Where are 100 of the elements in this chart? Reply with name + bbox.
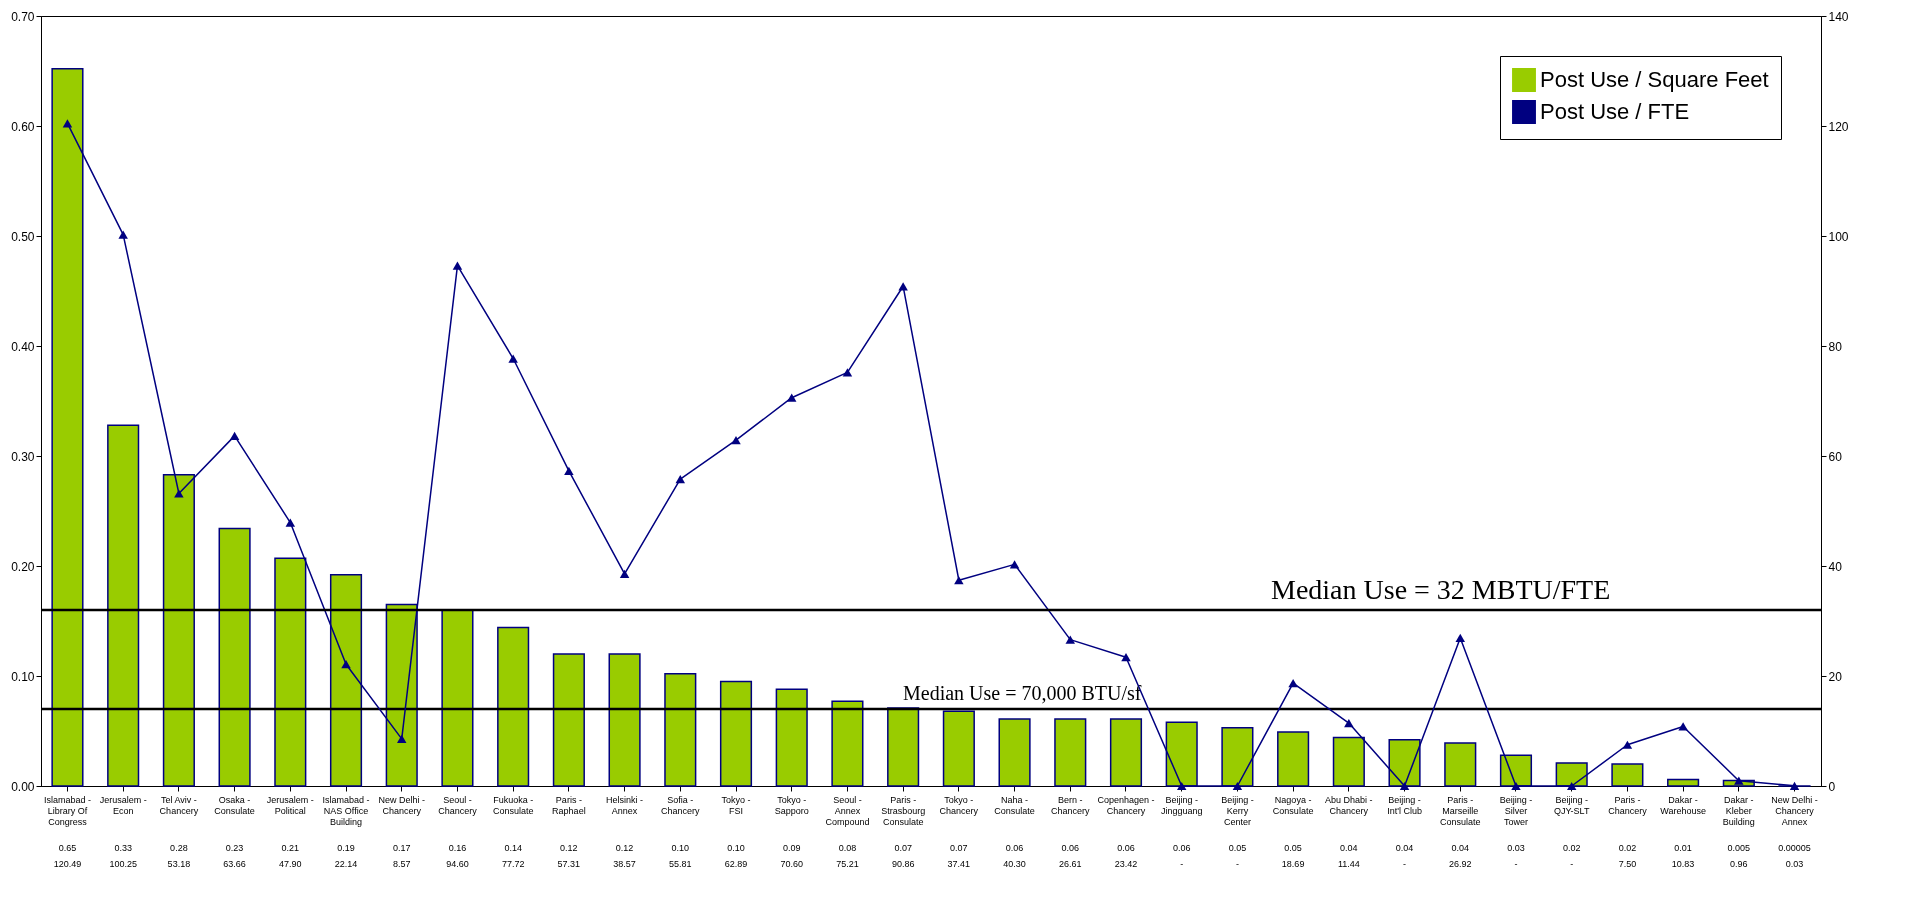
bar [107, 424, 140, 787]
bar [552, 653, 585, 787]
x-tick-label: Seoul - Annex Compound [825, 794, 870, 827]
data-label: 0.005 [1727, 843, 1751, 853]
data-label: 0.10 [727, 843, 745, 853]
point [1232, 781, 1243, 791]
data-label: 0.23 [225, 843, 244, 853]
data-label: 0.07 [894, 843, 912, 853]
y-tick-label: 0.00 [11, 779, 35, 794]
point [1399, 781, 1410, 791]
point [1734, 776, 1744, 785]
data-label: 75.21 [836, 859, 859, 869]
data-label: 26.61 [1059, 859, 1082, 869]
point [954, 576, 964, 585]
x-tick-label: Paris - Chancery [1608, 794, 1648, 816]
data-label: 0.01 [1674, 843, 1692, 853]
y-tick-label: 0.30 [11, 449, 35, 464]
data-label: 0.10 [671, 843, 690, 853]
data-label: 0.12 [560, 843, 578, 853]
point [229, 431, 240, 440]
point [842, 368, 853, 377]
point [1678, 722, 1688, 731]
x-tick-label: Helsinki - Annex [606, 794, 644, 816]
legend-label: Post Use / Square Feet [1540, 67, 1769, 92]
y-tick-label: 0.10 [11, 669, 35, 684]
point [341, 660, 351, 669]
point [898, 282, 908, 291]
bar [719, 680, 753, 787]
data-label: 0.14 [504, 843, 522, 853]
x-tick-label: Abu Dhabi - Chancery [1325, 794, 1373, 816]
bar [887, 707, 920, 787]
bar [1444, 742, 1477, 787]
x-tick-label: Dakar - Warehouse [1660, 794, 1706, 816]
x-tick-label: Tokyo - FSI [721, 794, 751, 816]
data-label: 63.66 [223, 859, 246, 869]
point [118, 230, 128, 239]
bar [441, 609, 474, 787]
data-label: 40.30 [1003, 859, 1026, 869]
data-label: 0.07 [950, 843, 968, 853]
data-label: 47.90 [279, 859, 302, 869]
data-label: 0.06 [1117, 843, 1135, 853]
x-tick-label: Beijing - QJY-SLT [1553, 794, 1590, 816]
x-tick-label: Islamabad - Library Of Congress [43, 794, 91, 827]
point [396, 734, 407, 743]
data-label: - [1235, 859, 1239, 869]
point [508, 354, 518, 363]
data-label: 0.19 [337, 843, 355, 853]
x-tick-label: Tokyo - Chancery [939, 794, 979, 816]
data-label: 8.57 [392, 859, 411, 869]
point [174, 489, 184, 498]
x-tick-label: Bern - Chancery [1051, 794, 1091, 816]
x-tick-label: Sofia - Chancery [661, 794, 701, 816]
x-tick-label: Paris - Marseille Consulate [1440, 794, 1481, 827]
data-label: 23.42 [1114, 859, 1138, 869]
data-label: 0.02 [1562, 843, 1581, 853]
data-label: 26.92 [1449, 859, 1472, 869]
bar [1054, 718, 1087, 787]
bar [218, 527, 251, 787]
data-label: 0.03 [1785, 859, 1804, 869]
y2-tick-label: 0 [1828, 779, 1836, 794]
x-tick-label: Naha - Consulate [994, 794, 1035, 816]
data-label: 0.09 [782, 843, 801, 853]
y-tick-label: 0.20 [11, 559, 35, 574]
data-label: 0.06 [1061, 843, 1080, 853]
data-label: 90.86 [891, 859, 915, 869]
x-tick-label: Fukuoka - Consulate [492, 794, 534, 816]
point [1121, 653, 1131, 662]
y-tick-label: 0.70 [11, 9, 35, 24]
x-tick-label: Dakar - Kleber Building [1722, 794, 1755, 827]
data-label: 11.44 [1337, 859, 1360, 869]
data-label: 0.04 [1395, 843, 1414, 853]
point [285, 518, 296, 527]
data-label: 100.25 [109, 859, 137, 869]
data-label: 0.65 [58, 843, 77, 853]
data-label: 62.89 [724, 859, 748, 869]
point [1622, 740, 1633, 749]
data-label: 53.18 [167, 859, 191, 869]
data-label: 7.50 [1618, 859, 1637, 869]
bar [1667, 778, 1700, 787]
x-tick-label: Nagoya - Consulate [1272, 794, 1314, 816]
y2-tick-label: 20 [1828, 669, 1843, 684]
x-tick-label: Beijing - Jingguang [1160, 794, 1203, 816]
data-label: 0.21 [281, 843, 300, 853]
data-label: 0.05 [1228, 843, 1247, 853]
point [1511, 781, 1521, 791]
data-label: 94.60 [446, 859, 469, 869]
data-label: 18.69 [1281, 859, 1305, 869]
data-label: 0.00005 [1778, 843, 1811, 853]
bar [775, 688, 808, 787]
bar [497, 626, 530, 787]
data-label: 0.16 [448, 843, 467, 853]
data-label: 0.96 [1730, 859, 1748, 869]
data-label: - [1514, 859, 1518, 869]
data-label: 0.04 [1451, 843, 1470, 853]
data-label: 55.81 [669, 859, 692, 869]
point [731, 436, 741, 445]
data-label: 0.33 [114, 843, 132, 853]
point [452, 261, 463, 270]
data-label: 77.72 [501, 859, 525, 869]
x-tick-label: New Delhi - Chancery [378, 794, 425, 816]
